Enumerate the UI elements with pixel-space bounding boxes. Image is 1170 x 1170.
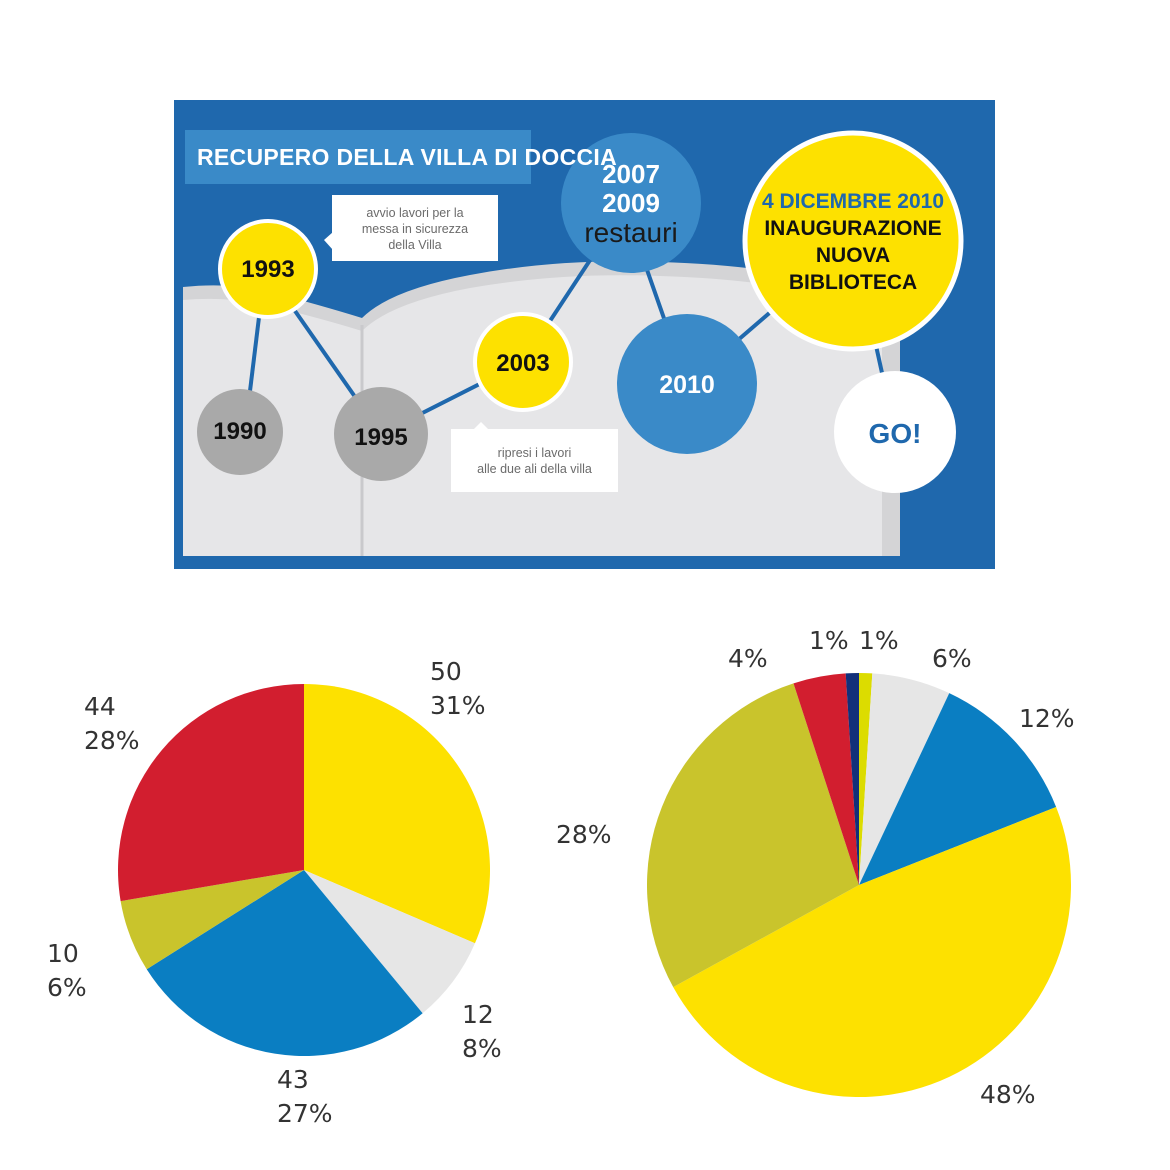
node-1990-label: 1990 (213, 418, 267, 445)
node-inaugurazione-label: 4 DICEMBRE 2010 INAUGURAZIONE NUOVA BIBL… (753, 188, 953, 296)
node-1993-label: 1993 (241, 256, 295, 283)
pie2-label-blue: 12% (1019, 704, 1075, 733)
callout-1993-arrow (324, 232, 333, 250)
pie1-label-red: 44 28% (84, 690, 140, 758)
pie2-slice-5 (793, 673, 859, 885)
pie1-slice-0 (304, 684, 490, 944)
pie2-slice-1 (859, 673, 950, 885)
node-2010-label: 2010 (659, 371, 715, 399)
callout-1993: avvio lavori per la messa in sicurezza d… (332, 195, 498, 261)
node-inaugurazione-circle (742, 130, 964, 352)
pie1-slice-1 (304, 870, 475, 1014)
node-2009-label: 2009 (602, 188, 660, 218)
pie-chart-1 (118, 684, 490, 1056)
node-2007-label: 2007 (602, 159, 660, 189)
timeline-title-box (185, 130, 531, 184)
callout-2003-line-2: alle due ali della villa (477, 462, 592, 476)
pie2-slice-6 (845, 672, 859, 885)
node-2007-2009-circle (561, 133, 701, 273)
pie2-slice-4 (647, 683, 859, 988)
pie2-label-gray: 6% (932, 644, 972, 673)
inaugurazione-line-1: INAUGURAZIONE (764, 217, 942, 240)
timeline-title: RECUPERO DELLA VILLA DI DOCCIA (197, 144, 618, 170)
callout-1993-line-1: avvio lavori per la (366, 206, 464, 220)
pie1-label-red-percent: 28% (84, 726, 140, 755)
pie1-label-red-value: 44 (84, 692, 116, 721)
pie1-label-yellow-value: 50 (430, 657, 462, 686)
inaugurazione-line-3: BIBLIOTECA (788, 271, 918, 294)
pie1-label-gray-value: 12 (462, 1000, 494, 1029)
pie2-label-yellow: 48% (980, 1080, 1036, 1109)
pie1-label-blue-value: 43 (277, 1065, 309, 1094)
pie1-slice-3 (120, 870, 305, 970)
callout-2003-arrow (473, 422, 489, 430)
node-1995-label: 1995 (354, 424, 408, 451)
callout-1993-line-3: della Villa (388, 238, 442, 252)
pie2-label-navy: 1% (809, 626, 849, 655)
pie1-label-olive-percent: 6% (47, 973, 87, 1002)
pie2-label-red: 4% (728, 644, 768, 673)
go-button-label[interactable]: GO! (868, 418, 922, 449)
callout-2003-line-1: ripresi i lavori (497, 446, 572, 460)
pie1-label-gray: 12 8% (462, 998, 502, 1066)
pie1-slice-4 (118, 684, 304, 902)
callout-1993-line-2: messa in sicurezza (361, 222, 469, 236)
node-2010-circle (617, 314, 757, 454)
node-2003-circle (473, 312, 573, 412)
callout-2003: ripresi i lavori alle due ali della vill… (451, 429, 618, 492)
pie2-slice-0 (859, 672, 873, 885)
node-1990-circle (197, 389, 283, 475)
pie2-slice-3 (673, 806, 1072, 1098)
pie1-label-yellow: 50 31% (430, 655, 486, 723)
node-2007-2009-label: 2007 2009 restauri (571, 159, 691, 248)
pie1-label-gray-percent: 8% (462, 1034, 502, 1063)
pie-chart-2 (647, 672, 1072, 1098)
node-2003-label: 2003 (496, 350, 550, 377)
node-restauri-label: restauri (584, 217, 678, 248)
pie2-label-lime: 1% (859, 626, 899, 655)
node-1993-circle (218, 219, 318, 319)
pie1-label-blue-percent: 27% (277, 1099, 333, 1128)
node-1995-circle (334, 387, 428, 481)
pie1-label-olive: 10 6% (47, 937, 87, 1005)
node-go-circle[interactable] (834, 371, 956, 493)
pie1-label-blue: 43 27% (277, 1063, 333, 1131)
pie1-label-yellow-percent: 31% (430, 691, 486, 720)
inaugurazione-line-2: NUOVA (815, 244, 891, 267)
inaugurazione-date: 4 DICEMBRE 2010 (761, 190, 945, 213)
pie1-slice-2 (146, 870, 423, 1056)
pie2-label-olive: 28% (556, 820, 612, 849)
pie2-slice-2 (859, 693, 1057, 885)
pie1-label-olive-value: 10 (47, 939, 79, 968)
